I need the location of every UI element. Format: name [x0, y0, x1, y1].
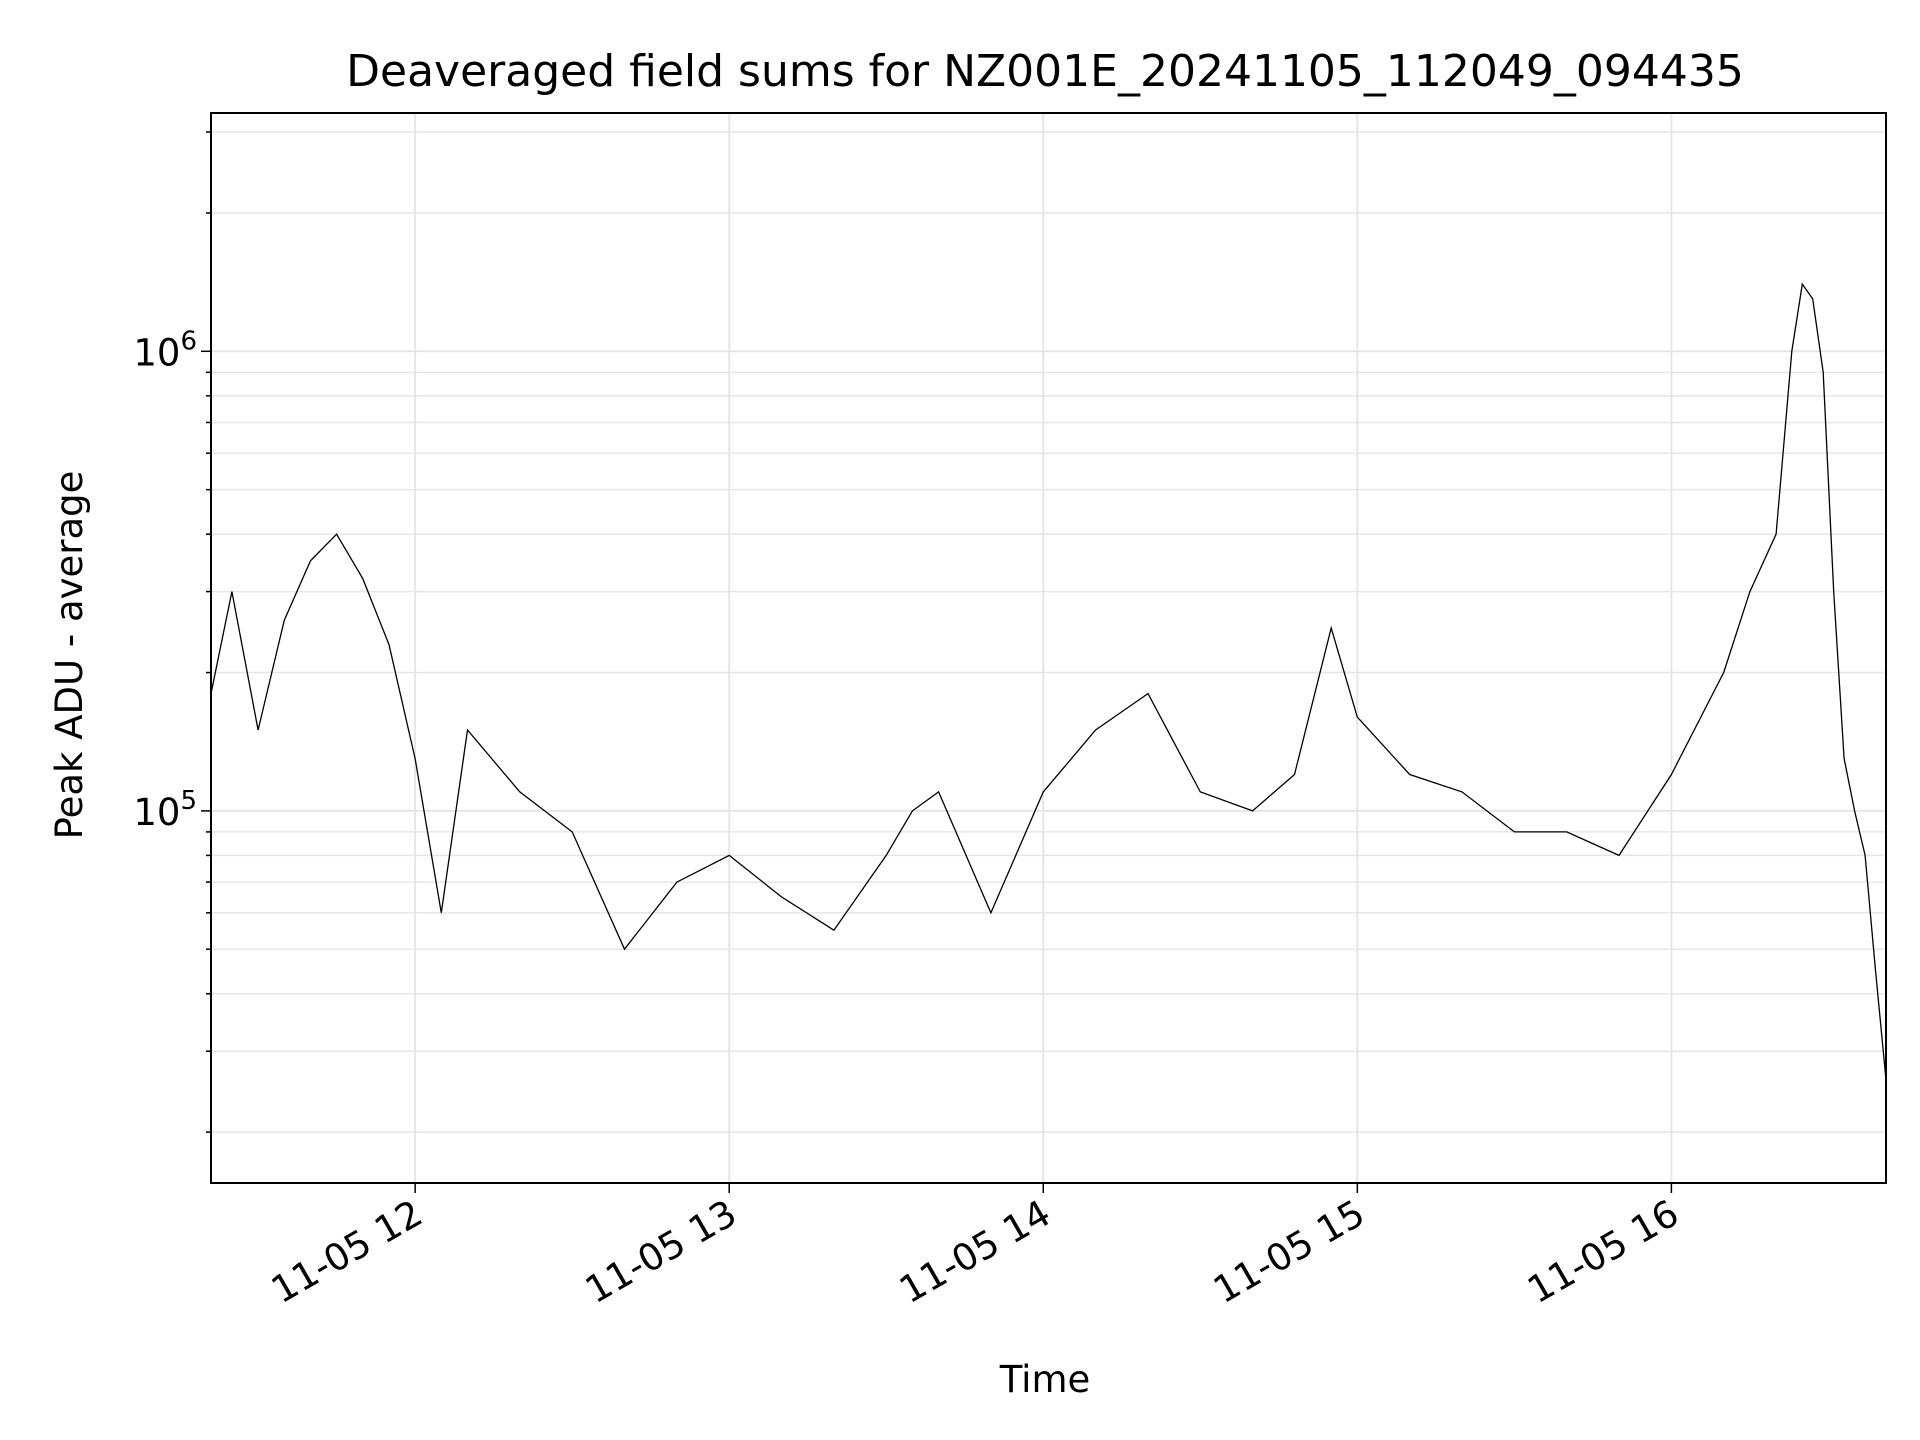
y-tick-label: 106 [133, 326, 197, 374]
x-tick-label: 11-05 16 [1520, 1192, 1686, 1312]
axes-frame [210, 112, 1887, 1184]
x-tick-label: 11-05 14 [892, 1192, 1058, 1312]
grid [211, 113, 1886, 1183]
plot-area [210, 282, 1887, 1080]
ticks: 105 106 11-05 12 11-05 13 11-05 14 11-05 15 11… [133, 131, 1686, 1312]
x-axis-label: Time [999, 1358, 1091, 1401]
series-line [210, 282, 1887, 1080]
y-axis-label: Peak ADU - average [48, 471, 91, 840]
chart-title: Deaveraged field sums for NZ001E_2024110… [346, 46, 1744, 97]
x-tick-label: 11-05 12 [264, 1192, 430, 1312]
y-tick-label: 105 [133, 786, 197, 834]
x-tick-label: 11-05 15 [1206, 1192, 1372, 1312]
x-tick-label: 11-05 13 [578, 1192, 744, 1312]
